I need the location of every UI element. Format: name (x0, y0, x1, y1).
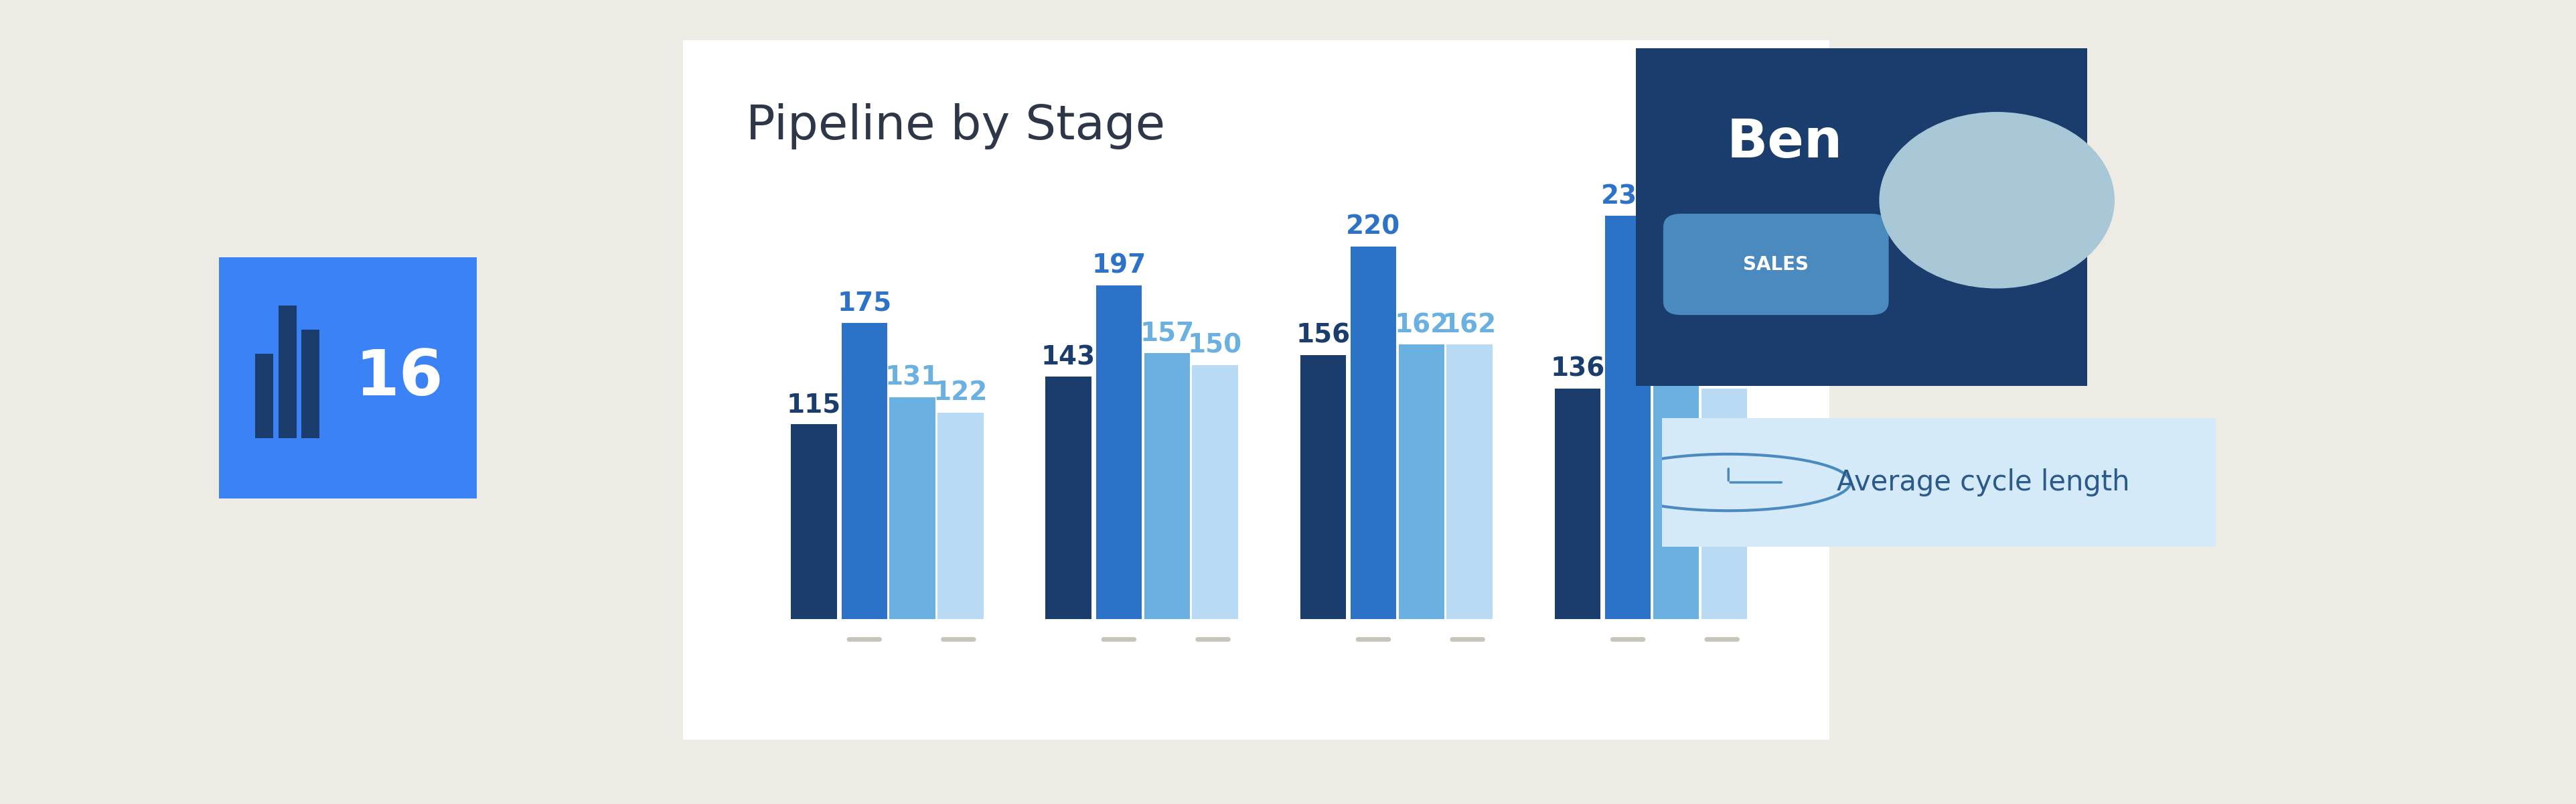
Bar (1654, 382, 1698, 619)
Bar (1399, 345, 1445, 619)
Text: 157: 157 (1139, 321, 1193, 347)
Text: 143: 143 (1041, 345, 1095, 370)
Bar (1095, 285, 1141, 619)
Bar (1193, 365, 1236, 619)
Text: 156: 156 (1296, 322, 1350, 348)
FancyBboxPatch shape (301, 330, 319, 438)
Text: 220: 220 (1345, 214, 1401, 240)
Bar (1350, 246, 1396, 619)
Bar (1445, 345, 1492, 619)
Bar (1605, 216, 1651, 619)
FancyBboxPatch shape (278, 306, 296, 438)
Text: 122: 122 (933, 380, 987, 406)
Text: 175: 175 (837, 290, 891, 316)
Text: 131: 131 (886, 365, 940, 391)
FancyBboxPatch shape (1600, 21, 2123, 413)
FancyBboxPatch shape (255, 354, 273, 438)
Text: 238: 238 (1600, 183, 1654, 209)
Text: Ben: Ben (1726, 117, 1842, 169)
Bar (1553, 388, 1600, 619)
Text: Average cycle length: Average cycle length (1837, 468, 2130, 496)
Bar (1301, 355, 1345, 619)
Text: 162: 162 (1394, 313, 1448, 338)
FancyBboxPatch shape (188, 228, 507, 527)
Circle shape (1880, 113, 2112, 288)
Bar (889, 397, 935, 619)
FancyBboxPatch shape (1664, 214, 1888, 315)
Bar (938, 412, 984, 619)
Text: 150: 150 (1188, 333, 1242, 359)
Bar (842, 322, 886, 619)
Text: 140: 140 (1649, 350, 1703, 375)
Text: SALES: SALES (1744, 255, 1808, 273)
Text: 115: 115 (786, 392, 840, 417)
Bar (1700, 388, 1747, 619)
Bar (791, 425, 837, 619)
FancyBboxPatch shape (1618, 408, 2259, 557)
Text: 136: 136 (1551, 356, 1605, 382)
Bar (1046, 377, 1092, 619)
Text: Pipeline by Stage: Pipeline by Stage (744, 103, 1164, 150)
Text: 16: 16 (355, 347, 443, 408)
Text: 197: 197 (1092, 253, 1146, 278)
Bar (1144, 353, 1190, 619)
Text: 162: 162 (1443, 313, 1497, 338)
Text: 136: 136 (1698, 356, 1752, 382)
